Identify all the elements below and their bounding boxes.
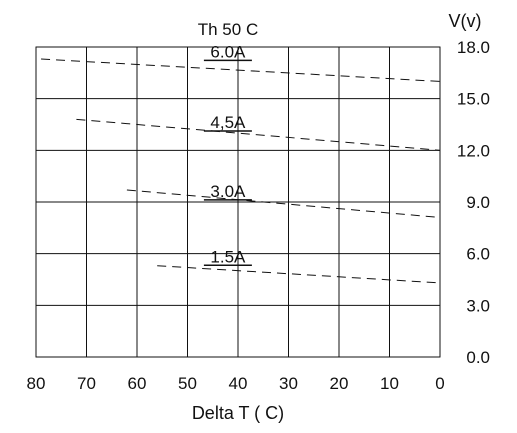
series-labels: 6.0A 4,5A 3.0A 1.5A bbox=[203, 42, 252, 266]
y-tick-label: 3.0 bbox=[466, 296, 490, 315]
x-tick-label: 20 bbox=[330, 374, 349, 393]
grid bbox=[35, 46, 441, 358]
x-tick-label: 80 bbox=[27, 374, 46, 393]
y-tick-label: 15.0 bbox=[457, 90, 490, 109]
series-label: 1.5A bbox=[210, 247, 246, 266]
x-tick-label: 30 bbox=[279, 374, 298, 393]
chart-title: Th 50 C bbox=[198, 20, 258, 39]
series-line bbox=[76, 118, 441, 151]
series-line bbox=[126, 189, 441, 218]
series-label: 3.0A bbox=[210, 182, 246, 201]
y-tick-label: 18.0 bbox=[457, 38, 490, 57]
y-tick-label: 9.0 bbox=[466, 193, 490, 212]
y-tick-label: 0.0 bbox=[466, 348, 490, 367]
y-tick-label: 6.0 bbox=[466, 245, 490, 264]
y-axis-label: V(v) bbox=[449, 11, 482, 31]
x-tick-label: 60 bbox=[128, 374, 147, 393]
series-line bbox=[157, 265, 441, 284]
tick-labels: 80 70 60 50 40 30 20 10 0 0.0 3.0 6.0 9.0 12.0 15.0 18.… bbox=[27, 38, 490, 393]
series-lines bbox=[41, 58, 441, 284]
x-tick-label: 70 bbox=[77, 374, 96, 393]
x-tick-label: 40 bbox=[229, 374, 248, 393]
x-tick-label: 10 bbox=[380, 374, 399, 393]
x-axis-label: Delta T ( C) bbox=[192, 403, 284, 423]
series-label: 6.0A bbox=[210, 42, 246, 61]
series-label: 4,5A bbox=[210, 113, 246, 132]
y-tick-label: 12.0 bbox=[457, 141, 490, 160]
series-line bbox=[41, 58, 441, 82]
x-tick-label: 50 bbox=[178, 374, 197, 393]
x-tick-label: 0 bbox=[435, 374, 444, 393]
